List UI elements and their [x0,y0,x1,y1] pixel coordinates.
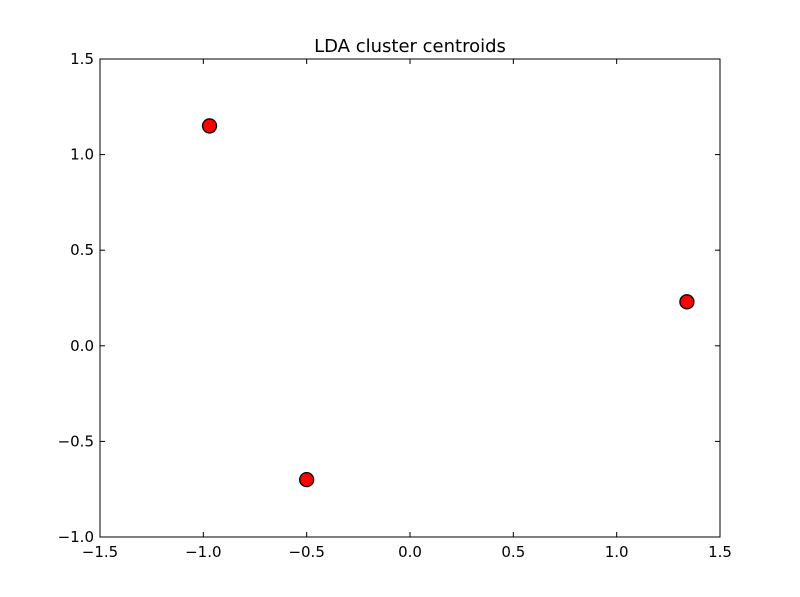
x-tick-label: 0.5 [501,543,525,561]
x-axis: −1.5 −1.0 −0.5 0.0 0.5 1.0 1.5 [82,59,732,561]
x-tick-label: −1.5 [82,543,118,561]
x-tick-label: −1.0 [185,543,221,561]
scatter-points [201,118,695,488]
y-tick-label: −1.0 [58,528,94,546]
x-tick-label: 1.5 [708,543,732,561]
y-tick-label: 0.0 [70,337,94,355]
scatter-point [299,471,315,488]
scatter-point [679,294,695,310]
y-axis: −1.0 −0.5 0.0 0.5 1.0 1.5 [58,50,720,546]
y-tick-label: 0.5 [70,241,94,259]
chart-title: LDA cluster centroids [314,36,506,57]
y-tick-label: 1.0 [70,146,94,164]
y-tick-label: −0.5 [58,432,94,450]
x-tick-label: 1.0 [605,543,629,561]
x-tick-label: −0.5 [288,543,324,561]
y-tick-label: 1.5 [70,50,94,68]
x-tick-label: 0.0 [398,543,422,561]
plot-area [99,58,721,538]
scatter-point [201,118,218,134]
